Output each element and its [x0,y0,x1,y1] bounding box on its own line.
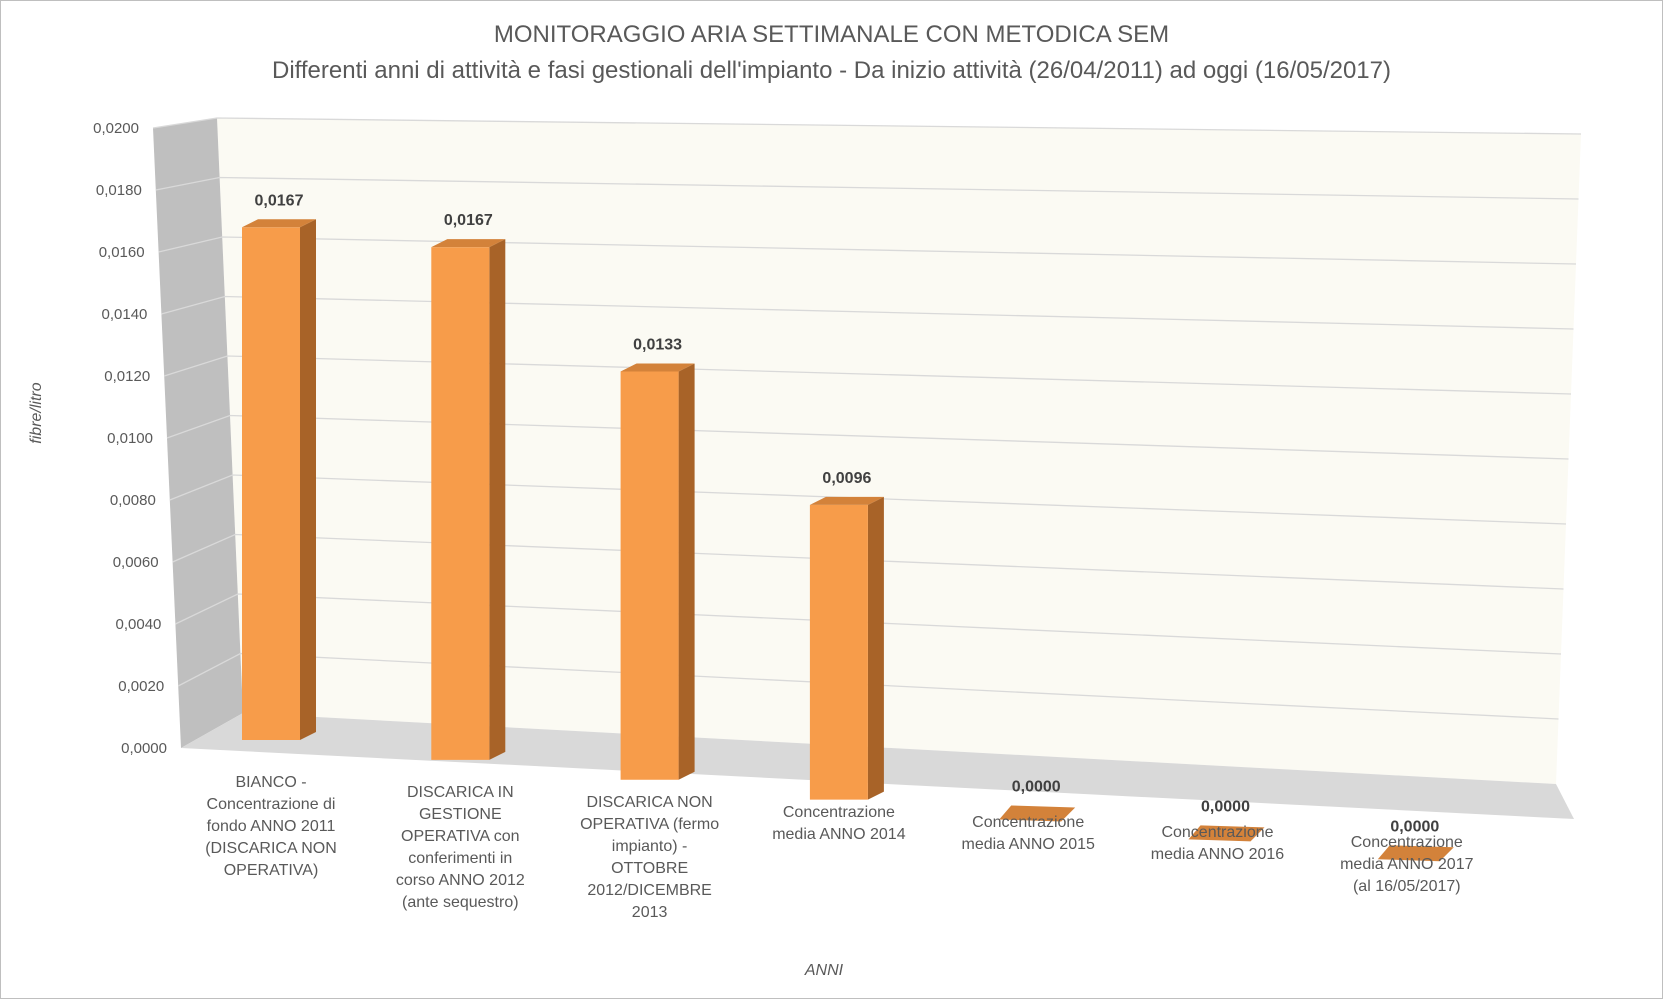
data-label: 0,0096 [822,470,871,487]
bar [809,504,868,800]
x-tick-label: DISCARICA NON OPERATIVA (fermo impianto) -… [580,794,719,921]
x-axis-title: ANNI [804,962,844,979]
y-tick-label: 0,0100 [107,430,153,447]
bar-top [620,363,695,372]
x-tick-label: DISCARICA IN GESTIONE OPERATIVA con conferi… [396,784,525,911]
x-tick-label: BIANCO -Concentrazione di fondo ANNO 2011… [205,774,337,879]
data-label: 0,0167 [255,192,304,209]
bar [242,227,300,740]
y-tick-label: 0,0060 [113,554,159,571]
x-tick-label: Concentrazione media ANNO 2014 [772,804,906,843]
chart-subtitle: Differenti anni di attività e fasi gesti… [271,57,1391,84]
bar [1188,825,1265,842]
bar-side [678,363,695,780]
gridline [152,117,1582,135]
gridline [169,474,1567,525]
bar-top [242,219,316,228]
y-axis-title: fibre/litro [28,382,45,443]
gridline [172,533,1564,590]
x-tick-label: Concentrazione media ANNO 2015 [961,814,1095,853]
back-wall [217,118,1581,784]
data-label: 0,0133 [633,336,682,353]
y-tick-label: 0,0160 [99,244,145,261]
bar [1377,845,1454,862]
bar [620,371,679,780]
gridline [164,355,1572,395]
bar-top [809,496,884,505]
x-tick-label: Concentrazione media ANNO 2016 [1151,824,1285,863]
y-tick-label: 0,0200 [93,120,139,137]
gridline [175,593,1562,655]
data-label: 0,0000 [1390,818,1439,835]
data-label: 0,0167 [444,212,493,229]
bar-top [431,239,506,248]
gridline [155,176,1579,200]
bar-side [489,239,506,760]
data-label: 0,0000 [1201,798,1250,815]
gridline [177,652,1559,720]
bar [431,247,490,760]
y-tick-label: 0,0140 [102,306,148,323]
bar-side [867,496,884,800]
y-tick-label: 0,0080 [110,492,156,509]
y-tick-label: 0,0120 [104,368,150,385]
y-tick-label: 0,0180 [96,182,142,199]
data-label: 0,0000 [1012,779,1061,796]
bar [999,805,1076,822]
chart-title: MONITORAGGIO ARIA SETTIMANALE CON METODI… [493,21,1170,48]
gridline [166,414,1569,460]
y-tick-label: 0,0020 [118,678,164,695]
gridline [158,236,1577,265]
side-wall [153,118,243,748]
bar-side [300,219,316,740]
y-tick-label: 0,0040 [116,616,162,633]
gridline [161,295,1574,330]
y-tick-label: 0,0000 [121,740,167,757]
x-tick-label: Concentrazione media ANNO 2017 (al 16/05/2… [1340,834,1474,895]
